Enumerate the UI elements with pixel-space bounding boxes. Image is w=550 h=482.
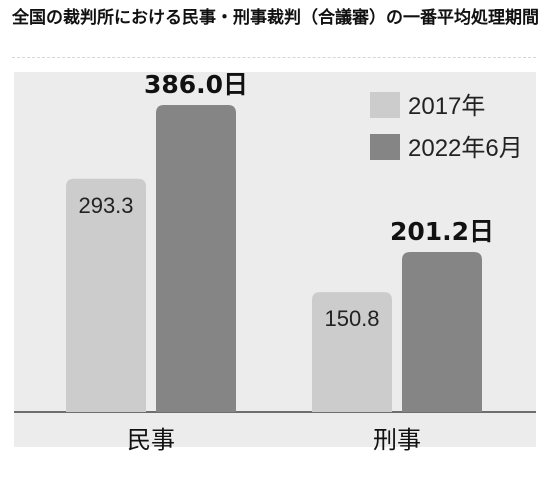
bar-series1-0 xyxy=(66,178,146,412)
category-label: 刑事 xyxy=(373,426,421,454)
legend-swatch xyxy=(370,92,400,118)
title-divider xyxy=(12,57,536,58)
chart-title: 全国の裁判所における民事・刑事裁判（合議審）の一番平均処理期間 xyxy=(12,8,539,28)
bar-series2-0 xyxy=(156,105,236,413)
legend-swatch xyxy=(370,134,400,160)
data-label: 293.3 xyxy=(78,193,133,218)
data-label: 150.8 xyxy=(324,306,379,331)
data-label: 201.2日 xyxy=(390,217,494,246)
legend-label: 2022年6月 xyxy=(408,135,523,162)
bar-series1-1 xyxy=(312,292,392,412)
legend-label: 2017年 xyxy=(408,93,485,120)
bar-series2-1 xyxy=(402,251,482,412)
category-label: 民事 xyxy=(127,426,175,454)
data-label: 386.0日 xyxy=(144,70,248,99)
